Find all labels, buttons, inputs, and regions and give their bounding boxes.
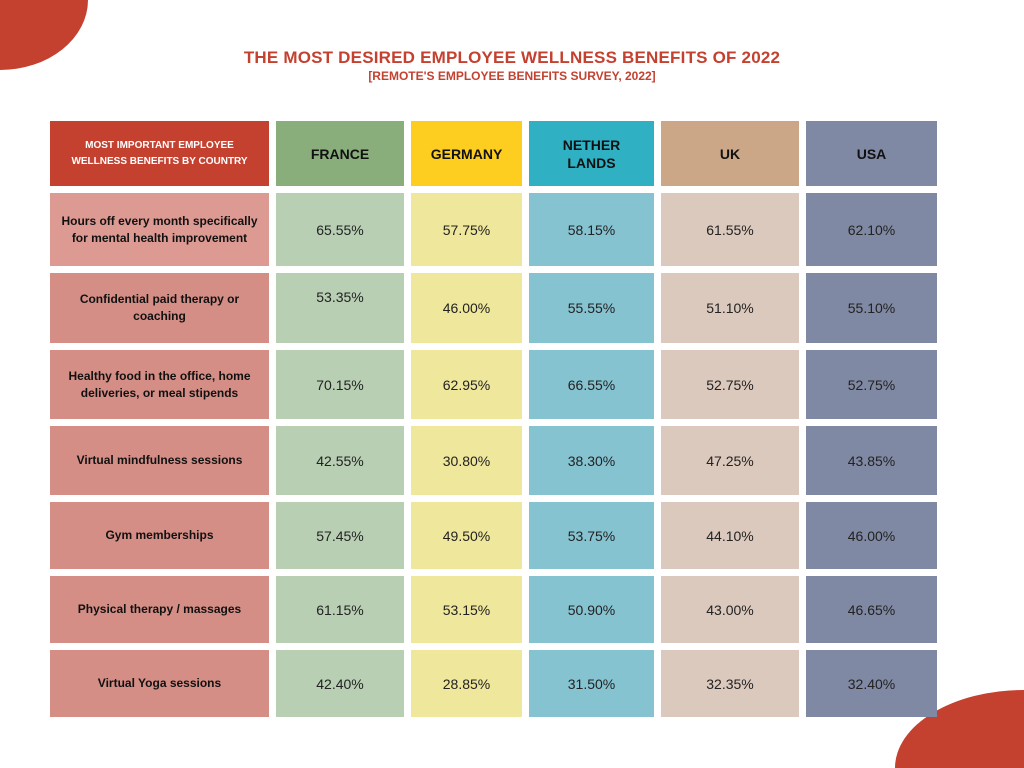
- table-cell: 46.00%: [411, 273, 522, 343]
- table-cell: 55.10%: [806, 273, 937, 343]
- table-cell: 61.15%: [276, 576, 404, 643]
- table-cell: 42.40%: [276, 650, 404, 717]
- row-label: Gym memberships: [50, 502, 269, 569]
- column-header: UK: [661, 121, 799, 186]
- column-header: USA: [806, 121, 937, 186]
- table-cell: 53.35%: [276, 273, 404, 343]
- row-label: Hours off every month specifically for m…: [50, 193, 269, 266]
- table-cell: 53.15%: [411, 576, 522, 643]
- table-cell: 44.10%: [661, 502, 799, 569]
- table-cell: 55.55%: [529, 273, 654, 343]
- table-cell: 53.75%: [529, 502, 654, 569]
- table-cell: 70.15%: [276, 350, 404, 419]
- table-cell: 62.95%: [411, 350, 522, 419]
- column-header: FRANCE: [276, 121, 404, 186]
- table-cell: 30.80%: [411, 426, 522, 495]
- table-cell: 42.55%: [276, 426, 404, 495]
- page-title: THE MOST DESIRED EMPLOYEE WELLNESS BENEF…: [243, 48, 781, 67]
- table-cell: 66.55%: [529, 350, 654, 419]
- table-cell: 31.50%: [529, 650, 654, 717]
- table-cell: 62.10%: [806, 193, 937, 266]
- row-label: Virtual Yoga sessions: [50, 650, 269, 717]
- table-cell: 46.65%: [806, 576, 937, 643]
- table-cell: 51.10%: [661, 273, 799, 343]
- corner-header: MOST IMPORTANT EMPLOYEE WELLNESS BENEFIT…: [50, 121, 269, 186]
- row-label: Virtual mindfulness sessions: [50, 426, 269, 495]
- table-cell: 46.00%: [806, 502, 937, 569]
- table-cell: 49.50%: [411, 502, 522, 569]
- table-cell: 50.90%: [529, 576, 654, 643]
- column-header: GERMANY: [411, 121, 522, 186]
- table-cell: 52.75%: [661, 350, 799, 419]
- table-cell: 52.75%: [806, 350, 937, 419]
- row-label: Confidential paid therapy or coaching: [50, 273, 269, 343]
- table-cell: 57.75%: [411, 193, 522, 266]
- benefits-table: MOST IMPORTANT EMPLOYEE WELLNESS BENEFIT…: [50, 121, 937, 717]
- table-cell: 32.35%: [661, 650, 799, 717]
- table-cell: 65.55%: [276, 193, 404, 266]
- table-cell: 57.45%: [276, 502, 404, 569]
- table-cell: 43.00%: [661, 576, 799, 643]
- row-label: Healthy food in the office, home deliver…: [50, 350, 269, 419]
- table-cell: 43.85%: [806, 426, 937, 495]
- table-cell: 58.15%: [529, 193, 654, 266]
- column-header: NETHER LANDS: [529, 121, 654, 186]
- table-cell: 61.55%: [661, 193, 799, 266]
- page-subtitle: [REMOTE'S EMPLOYEE BENEFITS SURVEY, 2022…: [368, 69, 656, 83]
- table-cell: 38.30%: [529, 426, 654, 495]
- table-cell: 47.25%: [661, 426, 799, 495]
- table-cell: 28.85%: [411, 650, 522, 717]
- row-label: Physical therapy / massages: [50, 576, 269, 643]
- table-cell: 32.40%: [806, 650, 937, 717]
